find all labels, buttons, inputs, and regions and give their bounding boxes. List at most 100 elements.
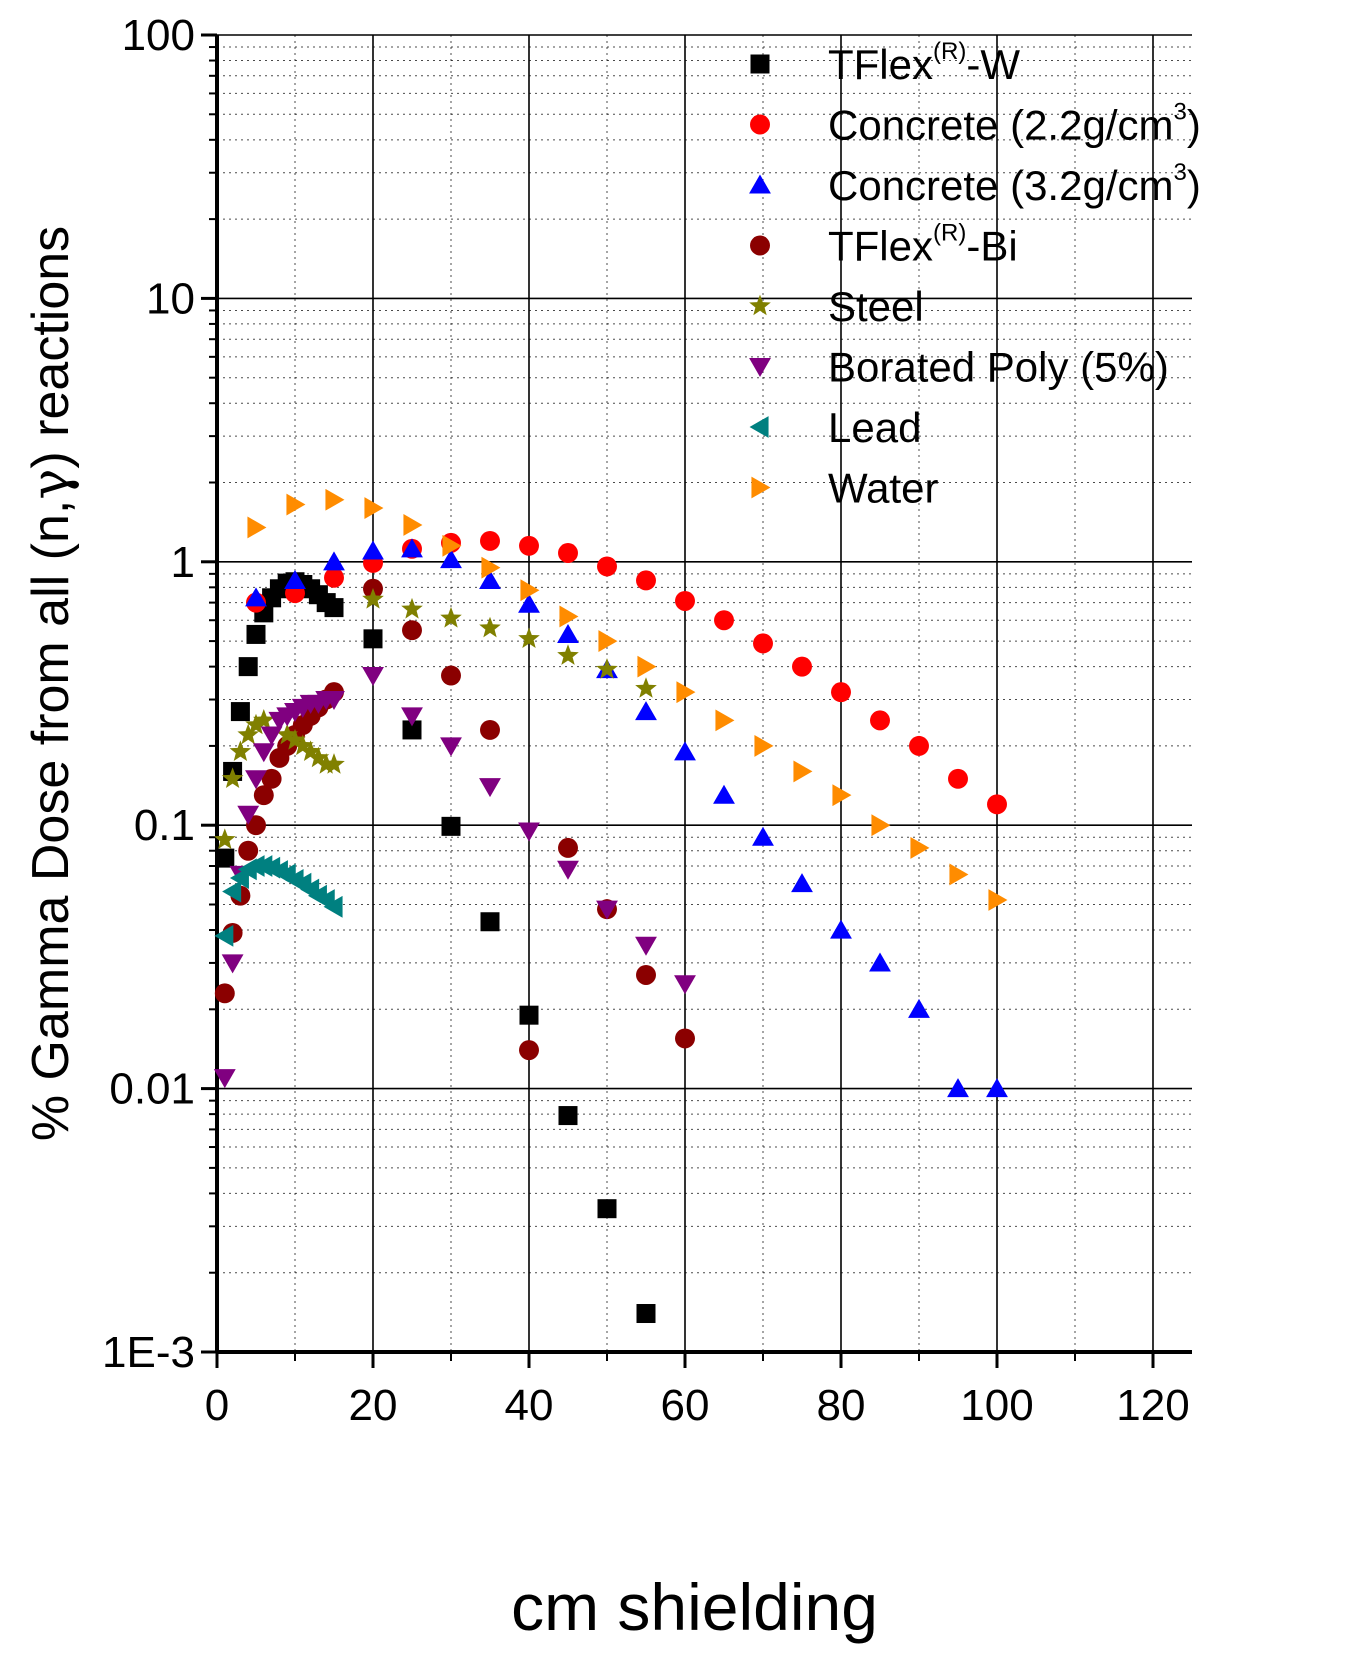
data-point [221,954,244,974]
data-point [284,728,306,750]
data-point [299,740,322,761]
data-point [237,723,259,745]
data-point [674,975,696,995]
legend-label: TFlex(R)-Bi [828,220,1018,270]
data-point [791,873,813,893]
data-point [596,900,618,920]
series-steel [214,588,657,849]
data-point [754,734,774,757]
y-axis-title: % Gamma Dose from all (n,γ) reactions [21,226,81,1141]
y-tick-label: 1E-3 [102,1328,195,1377]
data-point [830,919,852,939]
data-point [222,880,242,903]
legend-marker [749,357,771,377]
data-point [675,1028,695,1049]
data-point [480,912,500,932]
data-point [440,549,462,569]
data-point [831,682,851,703]
grid [216,34,1192,1353]
data-point [910,836,930,859]
data-point [402,720,422,740]
axis-titles: cm shielding % Gamma Dose from all (n,γ) … [21,226,878,1644]
y-tick-label: 100 [122,11,195,60]
data-point [238,657,258,677]
data-point [403,514,423,536]
data-point [949,863,969,886]
data-point [479,778,501,798]
data-point [261,768,282,789]
data-point [276,723,298,745]
data-point [440,606,462,628]
data-point [480,719,500,740]
data-point [870,710,890,731]
data-point [520,579,540,602]
data-point [324,567,344,588]
data-point [558,837,578,858]
data-point [252,743,275,763]
data-point [364,497,384,519]
data-point [401,597,423,619]
legend-label: Concrete (3.2g/cm3) [828,159,1201,209]
data-point [215,848,235,868]
data-point [676,681,696,704]
data-point [363,629,383,649]
x-tick-label: 120 [1116,1381,1189,1430]
x-tick-label: 0 [205,1381,229,1430]
data-point [714,610,734,631]
legend-marker [750,235,770,256]
data-point [519,1005,539,1025]
data-point [253,709,275,730]
data-point [292,734,314,756]
legend-marker [749,294,771,316]
data-point [557,644,579,665]
data-point [237,805,260,825]
plot-frame [215,35,1192,1354]
data-point [441,816,461,836]
data-point [323,551,345,571]
data-point [480,530,500,551]
data-point [323,753,345,774]
legend-marker [750,114,770,135]
data-point [214,983,235,1004]
data-point [260,726,283,746]
data-point [479,569,501,589]
x-tick-label: 100 [960,1381,1033,1430]
data-point [674,741,696,761]
data-point [221,767,244,788]
data-point [637,655,657,678]
data-point [558,1106,578,1126]
x-tick-label: 60 [661,1381,710,1430]
data-point [323,690,345,710]
data-point [792,656,812,677]
data-point [362,666,384,686]
data-point [481,556,501,579]
data-point [948,768,968,789]
data-point [286,493,306,516]
data-point [753,633,773,654]
data-point [987,794,1007,815]
data-point [986,1078,1008,1098]
data-point [245,587,267,607]
data-point [440,737,462,757]
data-point [253,855,273,877]
data-point [442,534,462,557]
data-point [246,815,266,836]
data-point [518,593,540,613]
data-point [752,826,774,846]
data-point [597,1199,617,1219]
legend-label: TFlex(R)-W [828,38,1020,88]
series-concrete-3-2g-cm3- [245,538,1008,1098]
legend-label: Concrete (2.2g/cm3) [828,99,1201,149]
data-point [559,605,579,628]
data-point [230,702,250,722]
data-point [869,952,891,972]
series-water [247,488,1008,911]
data-point [441,665,461,686]
data-point [636,570,656,591]
legend-marker [750,54,770,74]
data-point [636,1304,656,1324]
data-point [362,588,384,609]
data-point [832,784,852,807]
legend-marker [749,174,771,194]
